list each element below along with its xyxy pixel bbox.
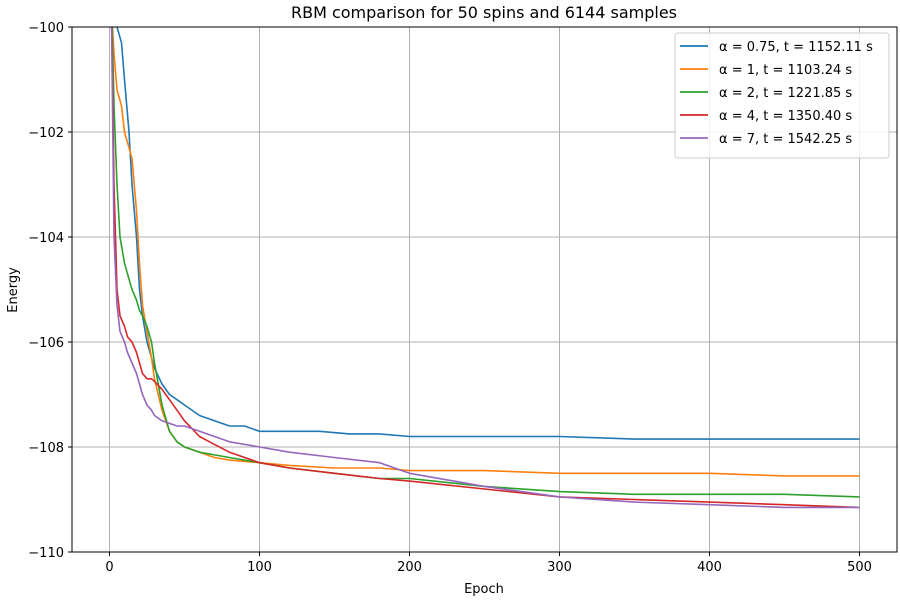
y-axis-label: Energy <box>6 267 21 313</box>
x-tick-label: 100 <box>247 560 272 575</box>
x-tick-label: 200 <box>397 560 422 575</box>
y-tick-label: −100 <box>28 21 64 36</box>
x-tick-label: 500 <box>847 560 872 575</box>
x-tick-label: 400 <box>697 560 722 575</box>
legend-label: α = 1, t = 1103.24 s <box>719 63 852 78</box>
series-lines <box>110 27 860 509</box>
legend-label: α = 0.75, t = 1152.11 s <box>719 40 873 55</box>
x-tick-label: 0 <box>105 560 113 575</box>
legend-label: α = 2, t = 1221.85 s <box>719 86 852 101</box>
series-line-3 <box>110 27 860 509</box>
legend-label: α = 7, t = 1542.25 s <box>719 132 852 147</box>
y-tick-label: −104 <box>28 231 64 246</box>
x-axis-label: Epoch <box>464 582 504 597</box>
legend-label: α = 4, t = 1350.40 s <box>719 109 852 124</box>
axis-ticks: 0 100 200 300 400 500 −110 −108 −106 −104 −102 −100 <box>28 21 872 575</box>
y-tick-label: −108 <box>28 441 64 456</box>
y-tick-label: −110 <box>28 546 64 561</box>
x-tick-label: 300 <box>547 560 572 575</box>
legend: α = 0.75, t = 1152.11 s α = 1, t = 1103.2… <box>674 32 890 159</box>
y-tick-label: −102 <box>28 126 64 141</box>
plot-frame <box>71 26 898 553</box>
y-tick-label: −106 <box>28 336 64 351</box>
legend-box <box>674 32 890 159</box>
chart-title: RBM comparison for 50 spins and 6144 sam… <box>291 3 677 22</box>
series-line-4 <box>110 27 860 509</box>
